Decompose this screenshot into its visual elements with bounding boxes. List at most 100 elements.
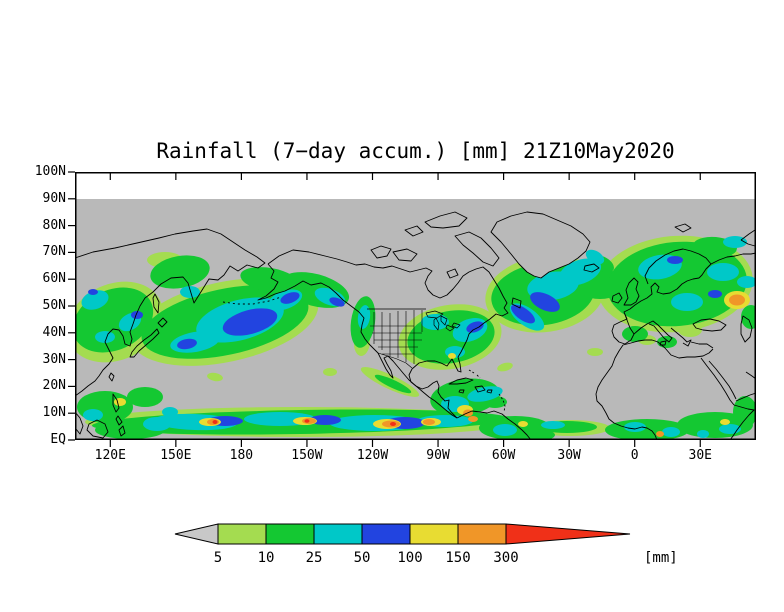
y-axis-label: 90N bbox=[42, 190, 66, 206]
rainfall-shading bbox=[656, 431, 664, 437]
x-axis-label: 30E bbox=[688, 448, 712, 463]
rainfall-shading bbox=[177, 338, 197, 350]
x-axis-label: 120W bbox=[356, 448, 389, 463]
rainfall-shading bbox=[667, 256, 683, 264]
rainfall-shading bbox=[83, 409, 103, 421]
colorbar-tick-label: 50 bbox=[354, 550, 371, 566]
colorbar-segment bbox=[313, 523, 363, 545]
y-axis-label: 60N bbox=[42, 271, 66, 287]
coastline bbox=[448, 377, 493, 394]
coastline bbox=[468, 369, 481, 379]
coastline bbox=[740, 315, 753, 343]
colorbar-tick-label: 150 bbox=[445, 550, 470, 566]
rainfall-shading bbox=[657, 336, 677, 348]
coastline bbox=[267, 249, 338, 265]
coastline bbox=[511, 297, 522, 309]
y-axis-label: 10N bbox=[42, 405, 66, 421]
coastline bbox=[498, 393, 506, 413]
colorbar-units-label: [mm] bbox=[644, 550, 678, 566]
rainfall-shading bbox=[733, 396, 756, 428]
coastline bbox=[623, 277, 640, 306]
rainfall-shading bbox=[467, 386, 503, 402]
rainfall-shading bbox=[518, 421, 528, 427]
rainfall-shading bbox=[737, 276, 756, 288]
axis-ticks bbox=[68, 171, 701, 447]
colorbar-segment bbox=[217, 523, 267, 545]
plot-frame bbox=[75, 172, 756, 440]
coastline bbox=[408, 368, 458, 419]
rainfall-shading bbox=[720, 419, 730, 425]
y-axis-label: 50N bbox=[42, 298, 66, 313]
coastline bbox=[370, 310, 423, 369]
coastline bbox=[692, 318, 727, 332]
colorbar-arrow-above bbox=[505, 523, 631, 545]
rainfall-shading bbox=[587, 348, 603, 356]
colorbar-arrow-below bbox=[174, 523, 219, 545]
coastline bbox=[358, 311, 458, 419]
rainfall-shading bbox=[421, 314, 449, 330]
rainfall-shading bbox=[585, 249, 605, 265]
coastline bbox=[454, 231, 500, 267]
coastline bbox=[595, 344, 658, 440]
colorbar-segment bbox=[409, 523, 459, 545]
plot-title: Rainfall (7−day accum.) [mm] 21Z10May202… bbox=[156, 139, 675, 163]
colorbar-segment bbox=[361, 523, 411, 545]
colorbar-tick-label: 25 bbox=[306, 550, 323, 566]
x-axis-label: 120E bbox=[94, 448, 126, 463]
coastline bbox=[622, 339, 714, 359]
rainfall-shading bbox=[374, 374, 412, 394]
colorbar-tick-label: 10 bbox=[258, 550, 275, 566]
coastline bbox=[75, 228, 266, 325]
rainfall-shading bbox=[729, 294, 745, 306]
rainfall-shading bbox=[511, 304, 535, 324]
y-axis-label: 70N bbox=[42, 244, 66, 260]
rainfall-shading bbox=[622, 326, 648, 342]
coastline bbox=[157, 317, 168, 328]
coastline bbox=[75, 323, 134, 397]
rainfall-shading bbox=[530, 292, 560, 312]
colorbar-segment bbox=[265, 523, 315, 545]
y-axis-label: 100N bbox=[34, 164, 66, 179]
rainfall-shading bbox=[329, 297, 345, 307]
colorbar-segment bbox=[457, 523, 507, 545]
rainfall-shading bbox=[280, 292, 300, 304]
x-axis-label: 180 bbox=[229, 448, 254, 463]
coastline bbox=[674, 223, 692, 233]
coastline bbox=[152, 293, 160, 314]
rainfall-shading bbox=[493, 424, 517, 436]
rainfall-shading bbox=[207, 372, 223, 382]
coastline bbox=[446, 268, 459, 279]
coastline bbox=[392, 248, 418, 262]
y-axis-label: 20N bbox=[42, 378, 66, 394]
rainfall-shading bbox=[519, 429, 555, 440]
rainfall-shading bbox=[88, 289, 98, 295]
rainfall-shading bbox=[671, 293, 703, 311]
rainfall-shading bbox=[222, 308, 278, 336]
rainfall-shading bbox=[423, 419, 435, 425]
y-axis-label: 30N bbox=[42, 351, 66, 367]
rainfall-shading bbox=[723, 236, 747, 248]
rainfall-shading bbox=[81, 290, 109, 310]
rainfall-shading bbox=[212, 420, 218, 424]
coastline bbox=[86, 419, 126, 439]
coastline bbox=[129, 328, 160, 358]
rainfall-shading bbox=[678, 323, 702, 337]
coastline bbox=[690, 341, 714, 349]
colorbar-tick-label: 5 bbox=[214, 550, 222, 566]
rainfall-shading bbox=[357, 305, 371, 329]
coastline bbox=[425, 310, 461, 332]
coastline bbox=[670, 327, 692, 347]
colorbar-tick-label: 300 bbox=[493, 550, 518, 566]
rainfall-shading bbox=[309, 415, 341, 425]
coastline bbox=[370, 245, 392, 259]
coastline bbox=[710, 252, 756, 265]
colorbar: 5 10 25 50 100 150 300 [mm] bbox=[174, 523, 678, 566]
x-axis-label: 60W bbox=[491, 448, 516, 463]
coastline bbox=[490, 211, 591, 279]
rainfall-shading bbox=[708, 290, 722, 298]
rainfall-shading bbox=[114, 398, 126, 406]
coastline bbox=[740, 229, 756, 247]
rainfall-shading bbox=[127, 387, 163, 407]
x-axis-label: 150W bbox=[291, 448, 323, 463]
